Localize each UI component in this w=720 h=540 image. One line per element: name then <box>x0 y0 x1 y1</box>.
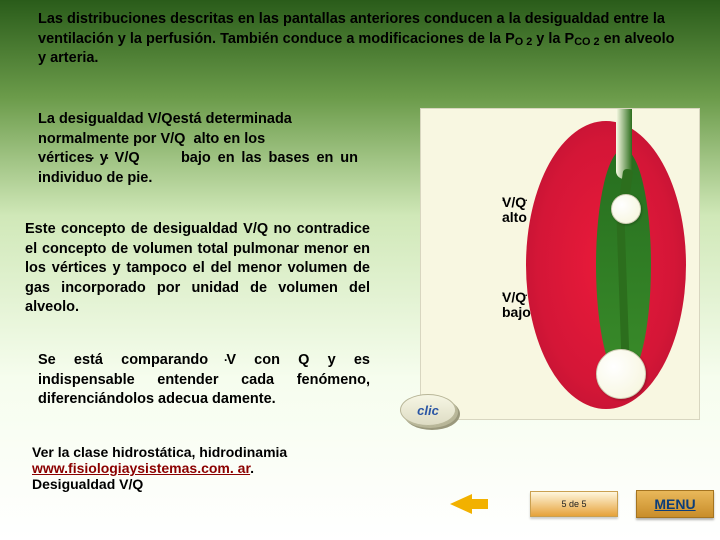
page-indicator: 5 de 5 <box>530 491 618 517</box>
external-link[interactable]: www.fisiologiaysistemas.com. ar <box>32 460 250 476</box>
p1-line: La desigualdad V/Q está determinada <box>38 111 292 127</box>
prev-arrow-icon[interactable] <box>450 494 472 514</box>
lung-diagram <box>420 108 700 420</box>
p4-intro: Ver la clase hidrostática, hidrodinamia <box>32 444 287 460</box>
alveolus-apex <box>611 194 641 224</box>
paragraph-1: . . La desigualdad V/Q está determinada … <box>38 110 358 188</box>
paragraph-3: . . Se está comparando V con Q y es indi… <box>38 351 370 410</box>
title-sub-o2: O 2 <box>515 36 533 48</box>
paragraph-2: Este concepto de desigualdad V/Q no cont… <box>25 220 370 318</box>
vq-low-label: . . V/Qbajo <box>502 290 537 321</box>
p4-end: Desigualdad V/Q <box>32 476 143 492</box>
p1-line3: vértices y V/Q bajo en las bases en un i… <box>38 150 358 186</box>
title-sub-co2: CO 2 <box>574 36 599 48</box>
clic-button[interactable]: clic <box>400 394 456 426</box>
alveolus-base <box>596 349 646 399</box>
menu-button[interactable]: MENU <box>636 490 714 518</box>
paragraph-4: Ver la clase hidrostática, hidrodinamia … <box>32 444 372 492</box>
vq-high-label: . . V/Qalto <box>502 195 537 226</box>
title-text: Las distribuciones descritas en las pant… <box>38 10 678 69</box>
title-part-2: y la P <box>532 31 574 47</box>
